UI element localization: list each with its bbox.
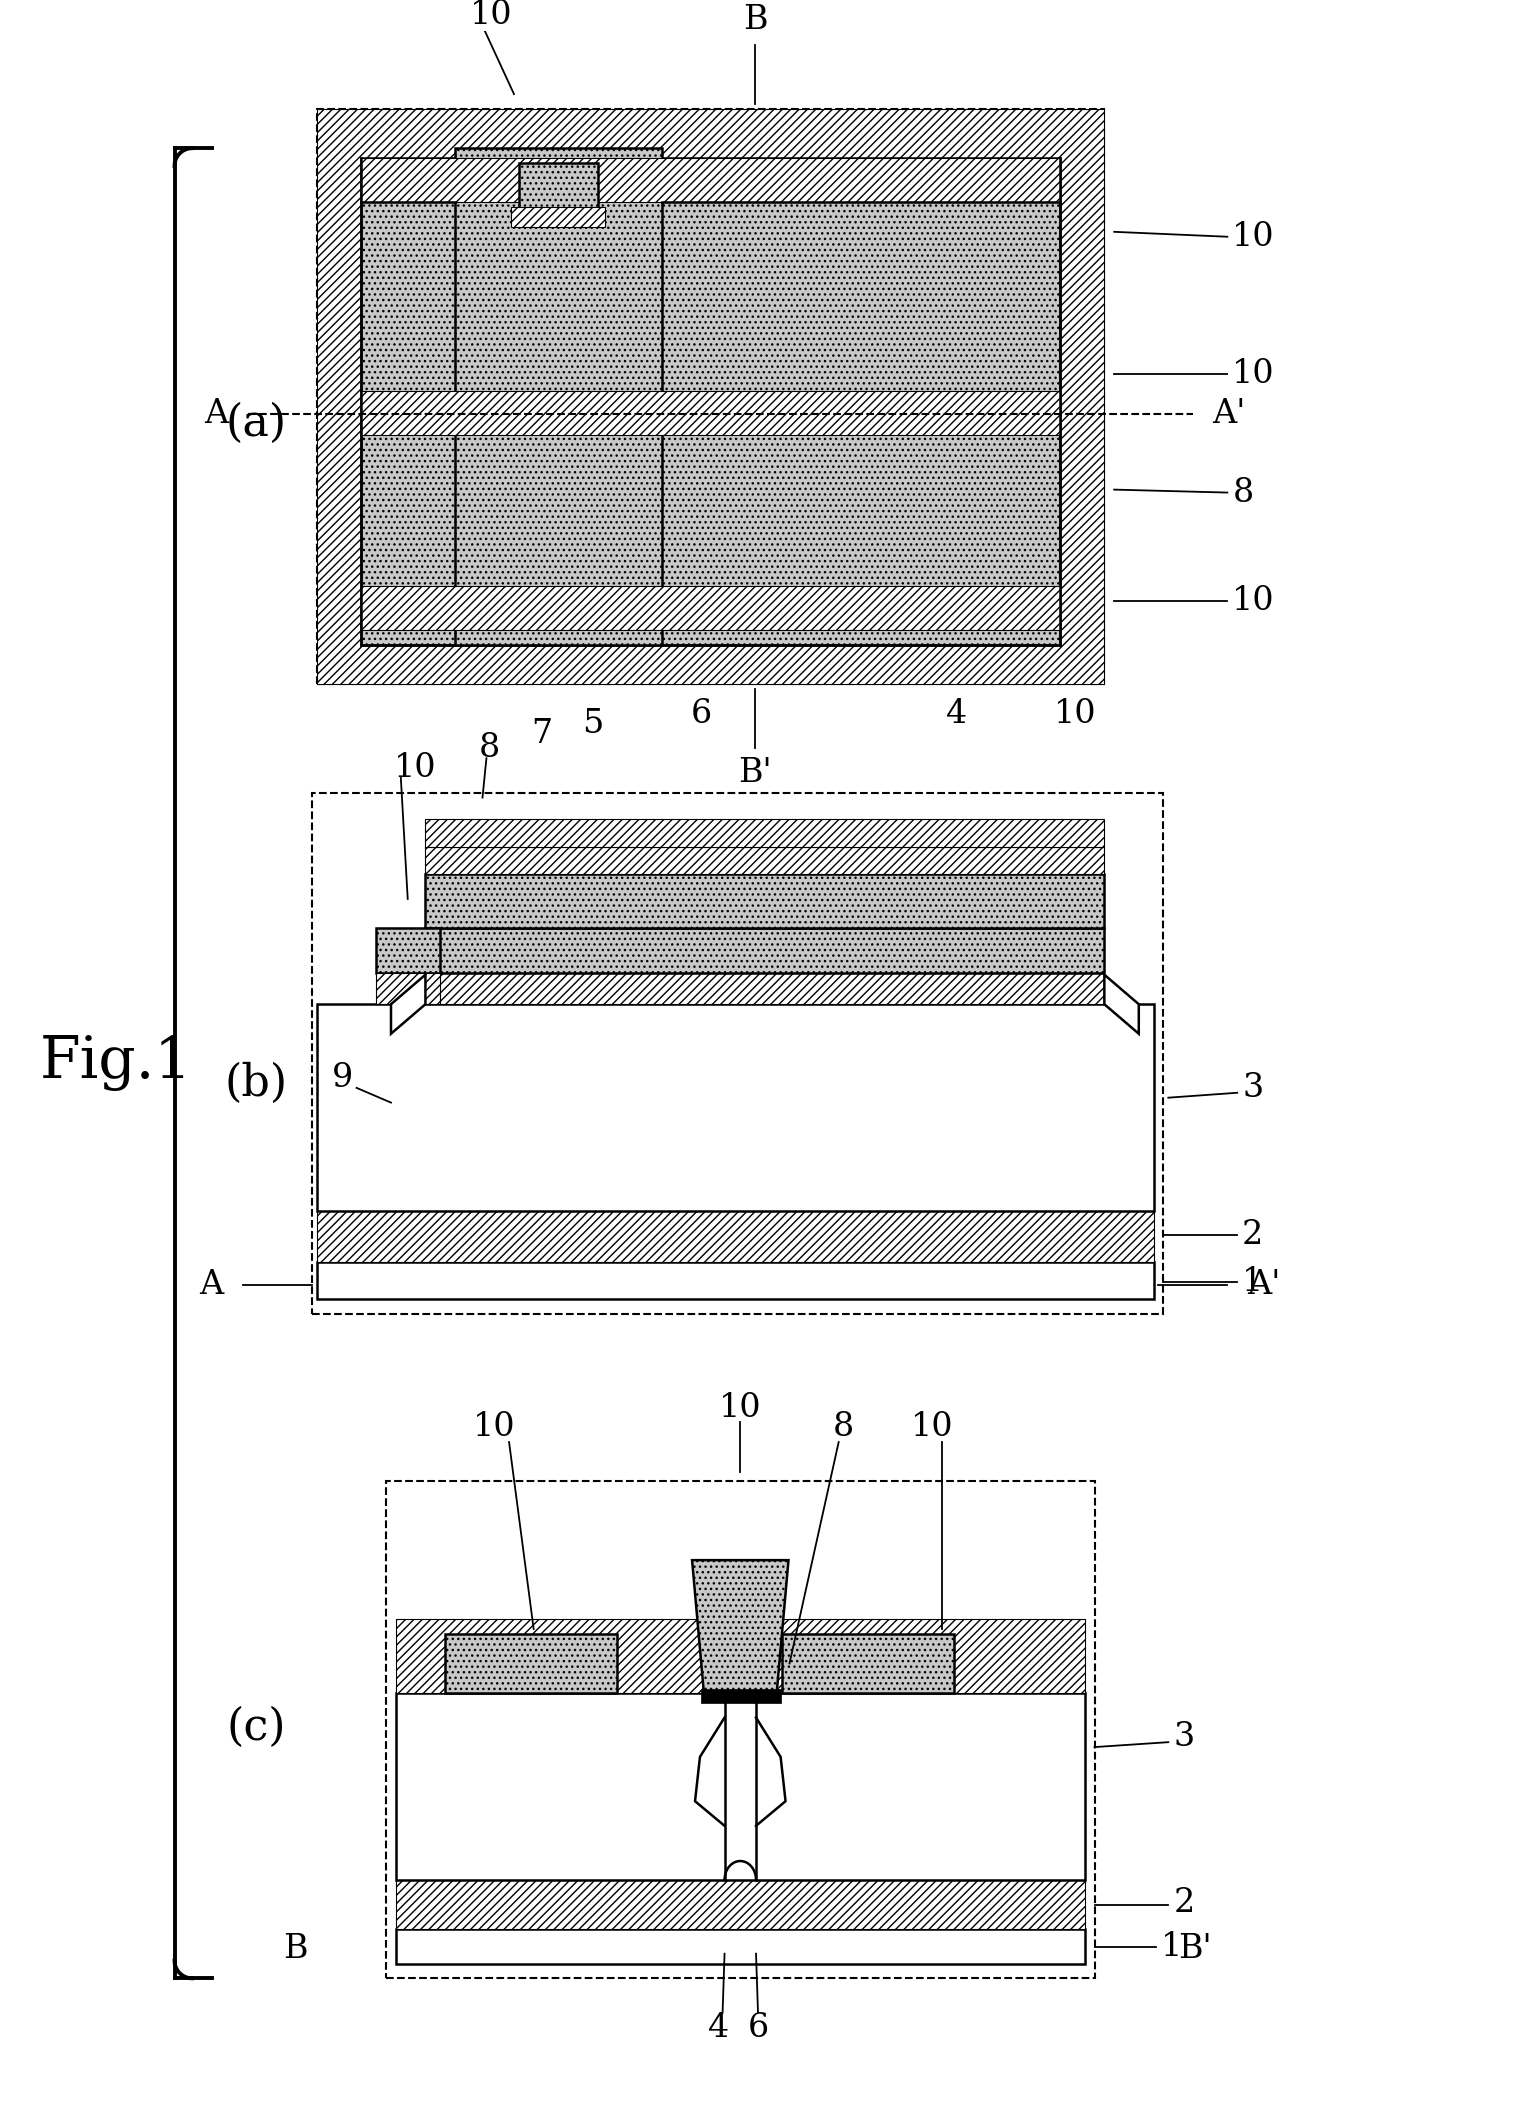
- Text: 9: 9: [332, 1063, 353, 1095]
- Text: A': A': [1213, 399, 1246, 430]
- Text: 8: 8: [479, 732, 500, 763]
- Bar: [426, 875, 1104, 928]
- Polygon shape: [1104, 974, 1139, 1033]
- Text: 6: 6: [747, 2012, 769, 2044]
- Bar: [426, 818, 1104, 848]
- Bar: [376, 928, 440, 972]
- Text: A': A': [1248, 1270, 1281, 1301]
- Text: (c): (c): [226, 1706, 287, 1748]
- Bar: [361, 390, 1060, 434]
- Bar: [387, 1481, 1095, 1978]
- Text: 7: 7: [531, 717, 552, 749]
- Text: B': B': [738, 757, 772, 789]
- Bar: [446, 1634, 617, 1694]
- Text: 10: 10: [473, 1411, 515, 1443]
- Text: 10: 10: [719, 1392, 761, 1424]
- Text: 2: 2: [1242, 1219, 1263, 1251]
- Text: 1: 1: [1161, 1932, 1182, 1963]
- Text: 3: 3: [1173, 1721, 1195, 1753]
- Text: 5: 5: [582, 709, 603, 740]
- Polygon shape: [693, 1561, 788, 1694]
- Text: 10: 10: [1054, 698, 1096, 730]
- Bar: [396, 1694, 1084, 1879]
- Text: (a): (a): [226, 403, 287, 445]
- Bar: [376, 972, 440, 1004]
- Text: B: B: [283, 1932, 308, 1966]
- Text: (b): (b): [224, 1061, 288, 1105]
- Text: 4: 4: [708, 2012, 729, 2044]
- Bar: [700, 1689, 781, 1702]
- Bar: [361, 586, 1060, 631]
- Bar: [426, 972, 1104, 1004]
- Bar: [396, 1620, 1084, 1694]
- Text: 1: 1: [1242, 1265, 1263, 1297]
- Text: 10: 10: [1233, 359, 1275, 390]
- Bar: [518, 162, 597, 213]
- Text: 8: 8: [832, 1411, 854, 1443]
- Bar: [455, 148, 661, 645]
- Bar: [426, 848, 1104, 875]
- Polygon shape: [391, 974, 426, 1033]
- Bar: [396, 1879, 1084, 1930]
- Bar: [361, 413, 1060, 645]
- Text: 6: 6: [690, 698, 711, 730]
- Text: 8: 8: [1233, 477, 1254, 508]
- Bar: [511, 207, 605, 228]
- Text: Fig.1: Fig.1: [39, 1036, 191, 1090]
- Text: B': B': [1178, 1932, 1211, 1966]
- Bar: [361, 158, 1060, 202]
- Text: 10: 10: [470, 0, 512, 32]
- Bar: [312, 793, 1163, 1314]
- Text: 10: 10: [1233, 221, 1275, 253]
- Bar: [317, 1261, 1154, 1299]
- Text: 3: 3: [1242, 1071, 1263, 1103]
- Bar: [317, 1004, 1154, 1211]
- Bar: [426, 928, 1104, 972]
- Text: 10: 10: [1233, 584, 1275, 616]
- Bar: [361, 158, 1060, 413]
- Bar: [317, 1211, 1154, 1261]
- Bar: [317, 110, 1104, 685]
- Bar: [396, 1930, 1084, 1963]
- Text: 10: 10: [911, 1411, 954, 1443]
- Text: B: B: [743, 4, 767, 36]
- Text: A: A: [205, 399, 229, 430]
- Bar: [317, 110, 1104, 685]
- Bar: [782, 1634, 954, 1694]
- Text: 10: 10: [394, 753, 437, 785]
- Text: 4: 4: [946, 698, 967, 730]
- Text: 2: 2: [1173, 1888, 1195, 1919]
- Text: A: A: [200, 1270, 224, 1301]
